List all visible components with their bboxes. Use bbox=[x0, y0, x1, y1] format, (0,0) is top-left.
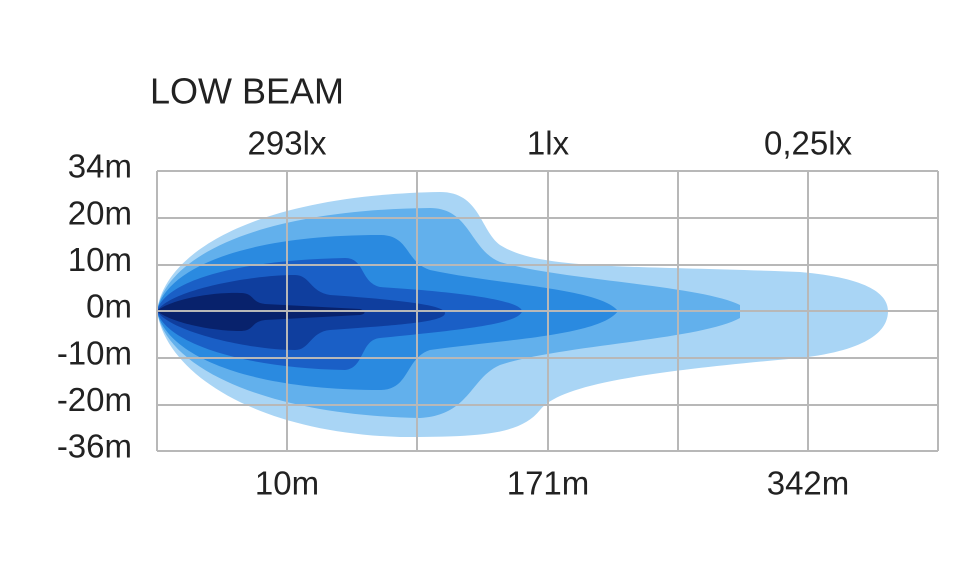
title: LOW BEAM bbox=[150, 71, 344, 112]
y-label: 0m bbox=[86, 288, 132, 325]
top-label: 1lx bbox=[527, 125, 570, 162]
top-label: 293lx bbox=[248, 125, 327, 162]
beam bbox=[157, 192, 888, 437]
labels: 293lx 1lx 0,25lx 10m 171m 342m 34m 20m 10m 0m -10m… bbox=[57, 125, 853, 502]
y-label: -10m bbox=[57, 334, 132, 371]
bottom-label: 171m bbox=[507, 465, 590, 502]
y-label: 10m bbox=[68, 241, 132, 278]
y-label: 34m bbox=[68, 148, 132, 185]
grid bbox=[156, 170, 939, 452]
top-label: 0,25lx bbox=[764, 125, 853, 162]
bottom-label: 10m bbox=[255, 465, 319, 502]
y-label: 20m bbox=[68, 194, 132, 231]
bottom-label: 342m bbox=[767, 465, 850, 502]
y-label: -20m bbox=[57, 381, 132, 418]
y-label: -36m bbox=[57, 428, 132, 465]
